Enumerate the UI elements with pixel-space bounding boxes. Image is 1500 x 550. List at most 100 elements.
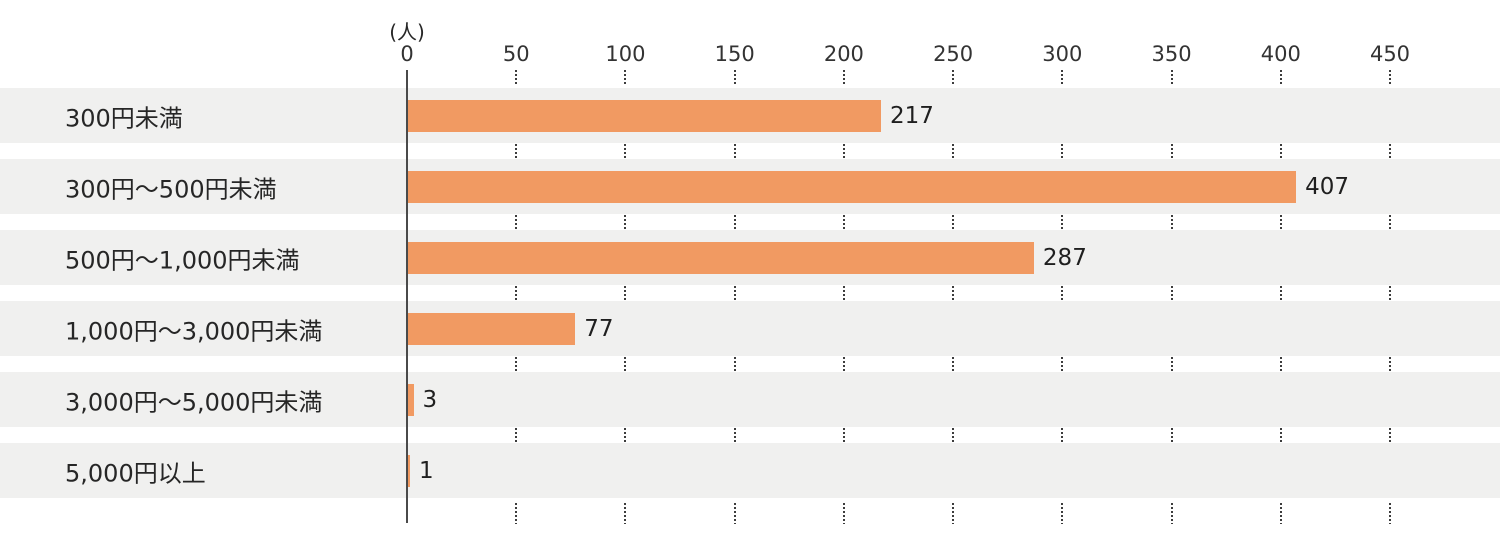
axis-zero-line [406,70,408,523]
gridline-dotted-segment [624,357,627,371]
gridline-dotted-segment [515,144,518,158]
gridline-dotted-segment [1170,357,1173,371]
gridline-dotted-segment [733,215,736,229]
gridline-dotted-segment [1389,144,1391,158]
gridline-dotted-segment [1389,357,1391,371]
category-label: 3,000円〜5,000円未満 [65,388,323,416]
gridline-dotted-segment [952,357,955,371]
x-axis-tick-label: 0 [400,42,414,66]
bar [407,454,410,487]
x-axis-tick-labels: 0 50 100 150 200 250 300 350 400 450 [0,42,1500,66]
gridline-dotted-segment [1170,144,1173,158]
gridline-dotted-segment [1170,70,1173,85]
gridline-dotted-segment [1170,286,1173,300]
gridline-dotted-segment [733,428,736,442]
gridline-dotted-segment [1279,215,1282,229]
category-label: 300円未満 [65,104,183,132]
category-label: 300円〜500円未満 [65,175,277,203]
bar [407,312,576,345]
gridline-dotted-segment [1061,286,1064,300]
value-label: 77 [584,315,614,342]
value-label: 407 [1305,173,1349,200]
x-axis-tick-label: 200 [823,42,864,66]
gridline-dotted-segment [1170,215,1173,229]
gridline-dotted-segment [1389,286,1391,300]
row-band: 5,000円以上 1 [0,443,1500,498]
gridline-dotted-segment [952,215,955,229]
gridline-dotted-segment [1170,428,1173,442]
gridline-dotted-segment [1279,144,1282,158]
x-axis-tick-label: 50 [502,42,530,66]
gridline-dotted-segment [1389,215,1391,229]
category-label: 500円〜1,000円未満 [65,246,300,274]
gridline-dotted-segment [952,503,955,524]
x-axis-tick-label: 450 [1369,42,1411,66]
gridline-dotted-segment [1279,70,1282,85]
gridline-dotted-segment [952,70,955,85]
gridline-dotted-segment [952,286,955,300]
bar [407,241,1034,274]
row-band: 1,000円〜3,000円未満 77 [0,301,1500,356]
bar [407,383,414,416]
gridline-dotted-segment [952,144,955,158]
value-label: 217 [890,102,934,129]
gridline-dotted-segment [624,144,627,158]
x-axis-tick-label: 100 [605,42,646,66]
gridline-dotted-segment [842,428,845,442]
value-label: 287 [1042,244,1087,271]
bar [407,170,1297,203]
gridline-dotted-segment [842,70,845,85]
gridline-dotted-segment [1279,428,1282,442]
gridline-dotted-segment [515,428,518,442]
gridline-dotted-segment [842,503,845,524]
gridline-dotted-segment [1061,215,1064,229]
gridline-dotted-segment [1389,503,1391,524]
x-axis-tick-label: 150 [714,42,755,66]
row-band: 3,000円〜5,000円未満 3 [0,372,1500,427]
gridline-dotted-segment [1279,286,1282,300]
gridline-dotted-segment [842,144,845,158]
gridline-dotted-segment [733,286,736,300]
gridline-dotted-segment [515,215,518,229]
gridline-dotted-segment [842,286,845,300]
gridline-dotted-segment [515,70,518,85]
row-band: 500円〜1,000円未満 287 [0,230,1500,285]
gridline-dotted-segment [733,357,736,371]
gridline-dotted-segment [1279,503,1282,524]
gridline-dotted-segment [1279,357,1282,371]
gridline-dotted-segment [842,215,845,229]
x-axis-tick-label: 350 [1151,42,1192,66]
gridline-dotted-segment [1061,357,1064,371]
gridline-dotted-segment [733,144,736,158]
gridline-dotted-segment [842,357,845,371]
row-band: 300円未満 217 [0,88,1500,143]
row-band: 300円〜500円未満 407 [0,159,1500,214]
gridline-dotted-segment [624,70,627,85]
gridline-dotted-segment [624,215,627,229]
value-label: 1 [419,457,434,484]
category-label: 5,000円以上 [65,459,206,487]
gridline-dotted-segment [1061,70,1064,85]
bar [407,99,882,132]
gridline-dotted-segment [1061,428,1064,442]
gridline-dotted-segment [515,357,518,371]
gridline-dotted-segment [1061,503,1064,524]
gridline-dotted-segment [515,503,518,524]
gridline-dotted-segment [624,286,627,300]
x-axis-tick-label: 300 [1042,42,1083,66]
category-label: 1,000円〜3,000円未満 [65,317,323,345]
gridline-dotted-segment [1389,428,1391,442]
axis-unit-label: (人) [389,20,425,44]
value-label: 3 [422,386,438,413]
x-axis-tick-label: 400 [1260,42,1301,66]
gridline-dotted-segment [733,503,736,524]
gridline-dotted-segment [624,503,627,524]
gridline-dotted-segment [624,428,627,442]
gridline-dotted-segment [1061,144,1064,158]
gridline-dotted-segment [1170,503,1173,524]
gridline-dotted-segment [952,428,955,442]
x-axis-tick-label: 250 [933,42,974,66]
gridline-dotted-segment [733,70,736,85]
gridline-dotted-segment [1389,70,1391,85]
